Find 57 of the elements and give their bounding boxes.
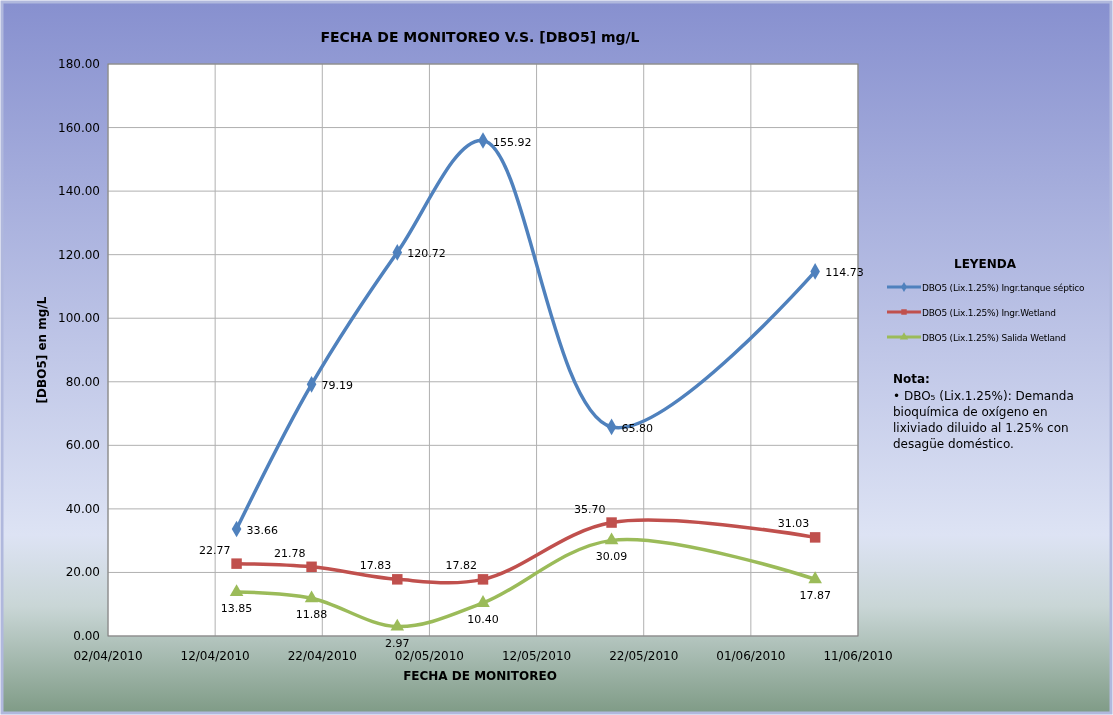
point bbox=[390, 618, 405, 631]
data-label: 31.03 bbox=[777, 517, 810, 531]
legend-title: LEYENDA bbox=[953, 257, 1017, 271]
x-tick-label: 01/06/2010 bbox=[716, 649, 786, 663]
legend-label: DBO5 (Lix.1.25%) Ingr.tanque séptico bbox=[922, 283, 1086, 293]
y-tick-label: 180.00 bbox=[58, 57, 100, 71]
y-tick-label: 40.00 bbox=[65, 501, 100, 516]
legend-label: DBO5 (Lix.1.25%) Salida Wetland bbox=[922, 333, 1066, 343]
y-tick-label: 0.00 bbox=[73, 629, 100, 643]
data-label: 22.77 bbox=[199, 543, 231, 557]
x-axis-title: FECHA DE MONITOREO bbox=[403, 669, 557, 683]
data-label: 114.73 bbox=[825, 266, 864, 280]
x-tick-label: 02/04/2010 bbox=[73, 649, 143, 663]
point bbox=[231, 558, 242, 569]
y-tick-label: 100.00 bbox=[58, 311, 100, 326]
point bbox=[476, 595, 490, 607]
text: • DBO₅ (Lix.1.25%): Demanda bioquímica de oxígeno en lixiviado diluido al 1.25% con desagüe doméstico. bbox=[893, 389, 1074, 451]
data-label: 2.97 bbox=[385, 636, 410, 650]
x-tick-label: 22/04/2010 bbox=[287, 649, 357, 663]
x-tick-label: 11/06/2010 bbox=[823, 649, 893, 663]
x-tick-label: 02/05/2010 bbox=[394, 649, 465, 663]
data-label: 33.66 bbox=[246, 524, 279, 538]
point bbox=[229, 584, 244, 596]
point bbox=[392, 574, 403, 585]
data-label: 35.70 bbox=[574, 502, 606, 516]
x-tick-label: 12/04/2010 bbox=[180, 649, 250, 663]
point bbox=[304, 590, 319, 603]
x-tick-label: 12/05/2010 bbox=[501, 649, 572, 663]
point bbox=[809, 532, 821, 543]
y-tick-label: 160.00 bbox=[58, 120, 100, 135]
data-label: 120.72 bbox=[407, 247, 446, 261]
point bbox=[477, 574, 489, 585]
data-label: 30.09 bbox=[595, 550, 628, 564]
y-tick-label: 80.00 bbox=[65, 374, 100, 389]
data-label: 17.83 bbox=[359, 559, 392, 573]
data-label: 79.19 bbox=[321, 379, 354, 393]
y-tick-label: 60.00 bbox=[65, 438, 100, 453]
data-label: 17.87 bbox=[799, 589, 831, 603]
point bbox=[808, 571, 822, 584]
legend-label: DBO5 (Lix.1.25%) Ingr.Wetland bbox=[922, 308, 1056, 318]
y-axis-title: [DBO5] en mg/L bbox=[35, 296, 49, 404]
point bbox=[606, 517, 617, 528]
point bbox=[604, 532, 619, 545]
y-tick-label: 140.00 bbox=[58, 184, 100, 199]
data-label: 11.88 bbox=[295, 608, 328, 622]
y-tick-label: 120.00 bbox=[58, 247, 100, 262]
y-tick-label: 20.00 bbox=[65, 565, 100, 580]
data-label: 10.40 bbox=[467, 612, 499, 626]
data-label: 17.82 bbox=[445, 559, 477, 573]
data-label: 155.92 bbox=[493, 135, 532, 149]
x-tick-label: 22/05/2010 bbox=[609, 649, 679, 663]
data-label: 13.85 bbox=[220, 601, 253, 615]
chart-title: FECHA DE MONITOREO V.S. [DBO5] mg/L bbox=[320, 29, 640, 45]
text: Nota: bbox=[893, 372, 930, 386]
data-label: 21.78 bbox=[274, 546, 306, 560]
data-label: 65.80 bbox=[621, 421, 654, 435]
point bbox=[306, 561, 317, 573]
